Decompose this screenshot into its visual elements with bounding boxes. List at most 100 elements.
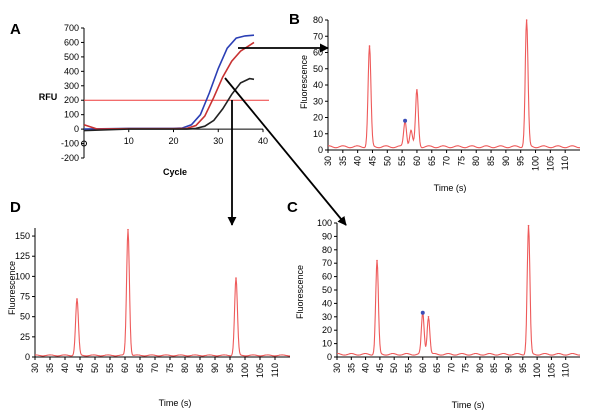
panel-d-y-tick-label: 25 <box>20 332 30 342</box>
panel-c-y-tick-label: 60 <box>322 272 332 282</box>
panel-a-series-2-line <box>83 41 255 130</box>
panel-c-x-tick-label: 65 <box>432 363 442 373</box>
panel-b-x-tick-label: 80 <box>471 156 481 166</box>
panel-d-x-tick-label: 50 <box>90 363 100 373</box>
panel-d-y-tick-label: 50 <box>20 312 30 322</box>
panel-b-peak-97-point <box>525 19 528 21</box>
panel-b-y-tick-label: 40 <box>313 80 323 90</box>
panel-b-x-tick-label: 45 <box>368 156 378 166</box>
panel-c-y-tick-label: 80 <box>322 245 332 255</box>
panel-c-y-tick-label: 100 <box>317 218 332 228</box>
panel-b-x-tick-label: 70 <box>442 156 452 166</box>
panel-c-x-tick-label: 35 <box>346 363 356 373</box>
panel-a-xlabel: Cycle <box>163 167 187 177</box>
panel-d-x-tick-label: 30 <box>30 363 40 373</box>
panel-b-xlabel: Time (s) <box>434 183 467 193</box>
panel-d-x-tick-label: 85 <box>195 363 205 373</box>
panel-a-y-tick-label: 500 <box>64 52 79 62</box>
panel-c-peak-marker <box>420 310 425 315</box>
panel-c-x-tick-label: 30 <box>332 363 342 373</box>
panel-d-y-tick-label: 125 <box>15 251 30 261</box>
panel-b-y-tick-label: 80 <box>313 15 323 25</box>
panel-letter-a: A <box>10 21 21 38</box>
panel-b-y-tick-label: 30 <box>313 96 323 106</box>
panel-d-x-tick-label: 95 <box>225 363 235 373</box>
panel-d-trace-line <box>35 229 290 357</box>
panel-c-x-tick-label: 95 <box>518 363 528 373</box>
panel-a-y-tick-label: 200 <box>64 95 79 105</box>
panel-letter-d: D <box>10 199 21 216</box>
panel-a-y-tick-label: 0 <box>74 124 79 134</box>
panel-a-series-3-line <box>83 77 255 132</box>
panel-d-x-tick-label: 105 <box>255 363 265 378</box>
panel-b-x-tick-label: 90 <box>501 156 511 166</box>
panel-d-chart: 0 25 50 75 100 125 150 30 35 40 45 50 55 60 65 70 75 80 85… <box>15 228 290 378</box>
panel-c-y-tick-label: 50 <box>322 285 332 295</box>
panel-c-y-tick-label: 40 <box>322 298 332 308</box>
panel-b-x-tick-label: 95 <box>516 156 526 166</box>
panel-d-x-tick-label: 90 <box>210 363 220 373</box>
panel-c-x-tick-label: 75 <box>461 363 471 373</box>
panel-c-peak-44-point <box>376 259 378 262</box>
panel-b-x-tick-label: 55 <box>397 156 407 166</box>
panel-c-x-tick-label: 105 <box>546 363 556 378</box>
panel-a-x-tick-label: 10 <box>124 136 134 146</box>
panel-c-ylabel: Fluorescence <box>295 265 305 319</box>
panel-c-x-tick-label: 110 <box>561 363 571 377</box>
panel-d-y-tick-label: 75 <box>20 292 30 302</box>
panel-c-x-tick-label: 70 <box>446 363 456 373</box>
panel-d-xlabel: Time (s) <box>159 398 192 408</box>
panel-d-x-tick-label: 55 <box>105 363 115 373</box>
panel-letter-b: B <box>289 11 300 28</box>
panel-a-y-tick-label: 700 <box>64 23 79 33</box>
panel-b-y-tick-label: 0 <box>318 145 323 155</box>
panel-d-x-tick-label: 110 <box>270 363 280 377</box>
panel-d-x-tick-label: 40 <box>60 363 70 373</box>
panel-a-y-tick-label: 400 <box>64 66 79 76</box>
panel-c-x-tick-label: 60 <box>418 363 428 373</box>
panel-c-x-tick-label: 80 <box>475 363 485 373</box>
panel-b-chart: 0 10 20 30 40 50 60 70 80 30 35 40 45 50 55 60 65 70 75 80 8… <box>313 15 580 171</box>
panel-b-y-tick-label: 10 <box>313 129 323 139</box>
panel-c-y-tick-label: 90 <box>322 231 332 241</box>
arrow-to-panel-c <box>224 77 347 226</box>
panel-c-chart: 0 10 20 30 40 50 60 70 80 90 100 30 35 40 45 50 55 60 65 70… <box>317 218 580 378</box>
panel-c-x-tick-label: 85 <box>489 363 499 373</box>
panel-b-x-tick-label: 75 <box>456 156 466 166</box>
panel-b-trace-line <box>328 19 580 149</box>
panel-letter-c: C <box>287 199 298 216</box>
panel-c-xlabel: Time (s) <box>452 400 485 410</box>
panel-d-ylabel: Fluorescence <box>7 261 17 315</box>
panel-c-y-tick-label: 70 <box>322 258 332 268</box>
panel-d-y-tick-label: 150 <box>15 231 30 241</box>
panel-a-x-tick-label: 20 <box>168 136 178 146</box>
panel-b-x-tick-label: 50 <box>382 156 392 166</box>
panel-b-x-tick-label: 85 <box>486 156 496 166</box>
panel-a-y-tick-label: -100 <box>61 139 79 149</box>
panel-c-y-tick-label: 20 <box>322 325 332 335</box>
panel-b-y-tick-label: 70 <box>313 31 323 41</box>
panel-d-y-tick-label: 0 <box>25 352 30 362</box>
panel-d-peak-61-point <box>127 228 129 231</box>
panel-b-y-tick-label: 20 <box>313 113 323 123</box>
panel-c-x-tick-label: 90 <box>504 363 514 373</box>
panel-b-x-tick-label: 30 <box>323 156 333 166</box>
panel-c-x-tick-label: 50 <box>389 363 399 373</box>
panel-c-y-tick-label: 30 <box>322 312 332 322</box>
panel-b-peak-marker <box>403 118 408 123</box>
panel-a-y-tick-label: 600 <box>64 37 79 47</box>
panel-b-y-tick-label: 50 <box>313 64 323 74</box>
panel-b-x-tick-label: 60 <box>412 156 422 166</box>
panel-d-x-tick-label: 65 <box>135 363 145 373</box>
panel-c-x-tick-label: 40 <box>361 363 371 373</box>
panel-d-x-tick-label: 75 <box>165 363 175 373</box>
panel-a-x-tick-label: 40 <box>258 136 268 146</box>
panel-d-x-tick-label: 45 <box>75 363 85 373</box>
panel-d-x-tick-label: 80 <box>180 363 190 373</box>
panel-b-peak-44-point <box>368 45 371 47</box>
panel-b-x-tick-label: 100 <box>531 156 541 171</box>
panel-a-x-tick-label: 30 <box>213 136 223 146</box>
panel-d-x-tick-label: 100 <box>240 363 250 378</box>
panel-b-x-tick-label: 105 <box>545 156 555 171</box>
panel-c-x-tick-label: 45 <box>375 363 385 373</box>
